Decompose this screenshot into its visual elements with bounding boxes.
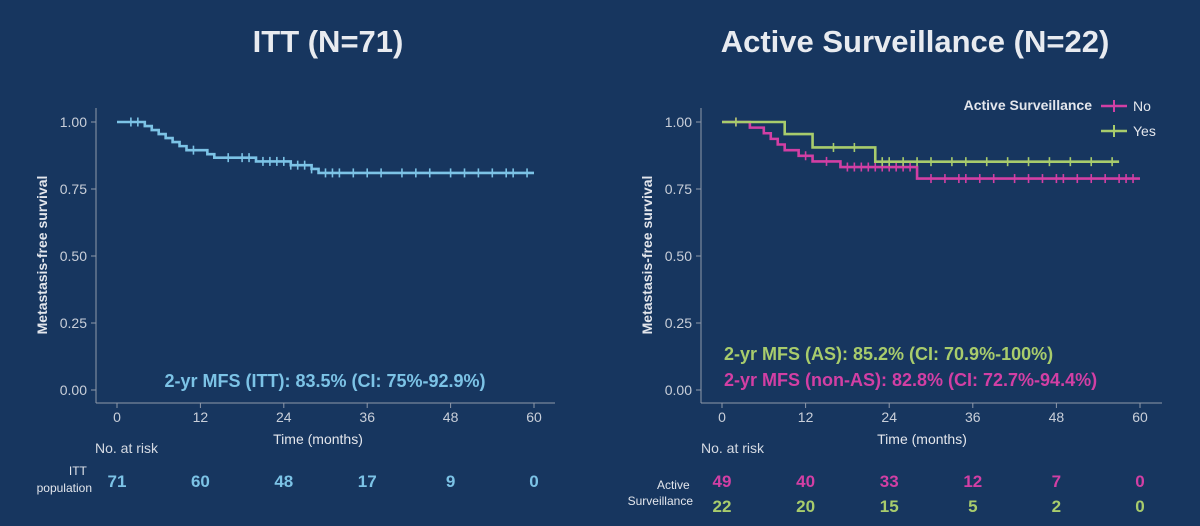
risk-number: 33 (880, 472, 899, 491)
y-tick-label: 0.50 (665, 248, 692, 264)
km-curve-yes (722, 120, 1120, 163)
risk-number: 15 (880, 497, 899, 516)
x-tick-label: 60 (526, 409, 542, 425)
legend-label-yes: Yes (1133, 123, 1156, 139)
itt-mfs-annotation: 2-yr MFS (ITT): 83.5% (CI: 75%-92.9%) (164, 371, 485, 391)
as-legend: Active Surveillance No Yes (964, 97, 1156, 139)
x-tick-label: 48 (1049, 409, 1065, 425)
itt-title: ITT (N=71) (253, 24, 404, 59)
y-tick-label: 0.75 (60, 181, 87, 197)
itt-x-axis-label: Time (months) (273, 431, 363, 447)
itt-risk-numbers: 71 60 48 17 9 0 (108, 472, 539, 491)
km-curve-no (722, 120, 1140, 180)
y-tick-label: 0.50 (60, 248, 87, 264)
risk-number: 5 (968, 497, 977, 516)
y-tick-label: 0.25 (665, 315, 692, 331)
legend-key-no: No (1101, 98, 1151, 114)
x-tick-label: 12 (193, 409, 209, 425)
itt-risk-row-label: ITT population (37, 464, 92, 495)
risk-number: 7 (1052, 472, 1061, 491)
risk-number: 22 (713, 497, 732, 516)
y-tick-label: 1.00 (665, 114, 692, 130)
itt-panel: ITT (N=71) 0.00 0.25 0.50 0.75 1.00 0 12 24 36 4… (34, 24, 555, 495)
y-tick-label: 1.00 (60, 114, 87, 130)
risk-number: 40 (796, 472, 815, 491)
as-risk-row-label-line1: Active (657, 478, 690, 492)
risk-number: 0 (529, 472, 538, 491)
itt-curves (117, 117, 534, 178)
risk-number: 48 (274, 472, 293, 491)
as-curves (722, 117, 1140, 184)
risk-number: 0 (1135, 472, 1144, 491)
risk-number: 60 (191, 472, 210, 491)
as-risk-row-label-line2: Surveillance (628, 494, 694, 508)
itt-x-ticks: 0 12 24 36 48 60 (113, 403, 542, 425)
x-tick-label: 60 (1132, 409, 1148, 425)
risk-number: 12 (963, 472, 982, 491)
risk-number: 2 (1052, 497, 1061, 516)
x-tick-label: 24 (276, 409, 292, 425)
itt-y-ticks: 0.00 0.25 0.50 0.75 1.00 (60, 114, 96, 398)
risk-number: 49 (713, 472, 732, 491)
as-mfs-annotation: 2-yr MFS (AS): 85.2% (CI: 70.9%-100%) (724, 344, 1053, 364)
as-x-ticks: 0 12 24 36 48 60 (718, 403, 1148, 425)
as-risk-table-header: No. at risk (701, 440, 765, 456)
risk-number: 17 (358, 472, 377, 491)
itt-risk-table-header: No. at risk (95, 440, 159, 456)
x-tick-label: 12 (798, 409, 814, 425)
itt-risk-row-label-line1: ITT (69, 464, 88, 478)
legend-title: Active Surveillance (964, 97, 1093, 113)
x-tick-label: 24 (881, 409, 897, 425)
as-y-axis-label: Metastasis-free survival (639, 176, 655, 335)
itt-y-axis-label: Metastasis-free survival (34, 176, 50, 335)
risk-number: 20 (796, 497, 815, 516)
x-tick-label: 48 (443, 409, 459, 425)
legend-label-no: No (1133, 98, 1151, 114)
as-risk-numbers: 49 40 33 12 7 022 20 15 5 2 0 (713, 472, 1145, 516)
x-tick-label: 36 (965, 409, 981, 425)
as-panel: Active Surveillance (N=22) 0.000.250.500… (628, 24, 1162, 516)
km-curve-itt (117, 120, 534, 175)
as-x-axis-label: Time (months) (877, 431, 967, 447)
non-as-mfs-annotation: 2-yr MFS (non-AS): 82.8% (CI: 72.7%-94.4… (724, 370, 1097, 390)
risk-number: 9 (446, 472, 455, 491)
y-tick-label: 0.00 (60, 382, 87, 398)
as-y-ticks: 0.00 0.25 0.50 0.75 1.00 (665, 114, 701, 398)
x-tick-label: 0 (718, 409, 726, 425)
as-title: Active Surveillance (N=22) (721, 24, 1110, 59)
x-tick-label: 0 (113, 409, 121, 425)
y-tick-label: 0.75 (665, 181, 692, 197)
itt-axes (95, 108, 555, 404)
as-risk-row-label: Active Surveillance (628, 478, 694, 508)
y-tick-label: 0.25 (60, 315, 87, 331)
itt-risk-row-label-line2: population (37, 481, 92, 495)
risk-number: 71 (108, 472, 127, 491)
y-tick-label: 0.00 (665, 382, 692, 398)
x-tick-label: 36 (359, 409, 375, 425)
risk-number: 0 (1135, 497, 1144, 516)
legend-key-yes: Yes (1101, 123, 1156, 139)
